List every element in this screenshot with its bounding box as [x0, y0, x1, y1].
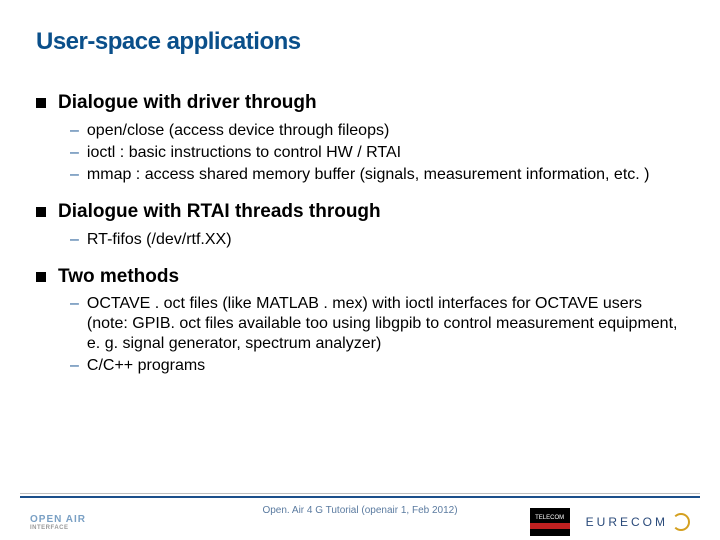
section: Dialogue with driver through–open/close …	[36, 92, 684, 185]
dash-bullet-icon: –	[70, 143, 79, 163]
list-item: –RT-fifos (/dev/rtf.XX)	[70, 230, 684, 250]
list-item-text: RT-fifos (/dev/rtf.XX)	[87, 230, 232, 250]
right-logos: TELECOM EURECOM	[530, 508, 690, 536]
square-bullet-icon	[36, 207, 46, 217]
eurecom-logo-swirl	[672, 513, 690, 531]
logo-bar: OPEN AIR INTERFACE TELECOM EURECOM	[30, 508, 690, 536]
list-item-text: ioctl : basic instructions to control HW…	[87, 143, 401, 163]
sub-list: –OCTAVE . oct files (like MATLAB . mex) …	[70, 294, 684, 376]
section-head: Dialogue with RTAI threads through	[36, 201, 684, 224]
section: Two methods –OCTAVE . oct files (like MAT…	[36, 266, 684, 377]
list-item: –mmap : access shared memory buffer (sig…	[70, 165, 684, 185]
square-bullet-icon	[36, 98, 46, 108]
list-item-text: C/C++ programs	[87, 356, 205, 376]
slide-container: User-space applications Dialogue with dr…	[0, 0, 720, 540]
eurecom-logo-text: EURECOM	[586, 515, 668, 529]
list-item: –ioctl : basic instructions to control H…	[70, 143, 684, 163]
telecom-logo-text: TELECOM	[535, 515, 564, 521]
section-head: Two methods	[36, 266, 684, 289]
section-heading: Dialogue with driver through	[58, 92, 317, 115]
dash-bullet-icon: –	[70, 121, 79, 141]
openair-logo: OPEN AIR INTERFACE	[30, 514, 86, 531]
sub-list: –RT-fifos (/dev/rtf.XX)	[70, 230, 684, 250]
list-item: –open/close (access device through fileo…	[70, 121, 684, 141]
eurecom-logo: EURECOM	[586, 513, 690, 531]
telecom-logo: TELECOM	[530, 508, 570, 536]
section: Dialogue with RTAI threads through –RT-fi…	[36, 201, 684, 250]
content-area: Dialogue with driver through–open/close …	[36, 92, 684, 376]
list-item-text: mmap : access shared memory buffer (sign…	[87, 165, 650, 185]
telecom-logo-bar	[530, 523, 570, 529]
section-heading: Two methods	[58, 266, 179, 289]
dash-bullet-icon: –	[70, 165, 79, 185]
sub-list: –open/close (access device through fileo…	[70, 121, 684, 185]
square-bullet-icon	[36, 272, 46, 282]
footer-rule-dark	[20, 496, 700, 498]
section-heading: Dialogue with RTAI threads through	[58, 201, 381, 224]
section-head: Dialogue with driver through	[36, 92, 684, 115]
footer-rule-light	[20, 493, 700, 494]
dash-bullet-icon: –	[70, 356, 79, 376]
openair-logo-sub: INTERFACE	[30, 525, 86, 531]
openair-logo-main: OPEN AIR	[30, 514, 86, 525]
list-item: –C/C++ programs	[70, 356, 684, 376]
dash-bullet-icon: –	[70, 230, 79, 250]
slide-title: User-space applications	[36, 28, 684, 56]
dash-bullet-icon: –	[70, 294, 79, 314]
list-item-text: OCTAVE . oct files (like MATLAB . mex) w…	[87, 294, 684, 354]
list-item: –OCTAVE . oct files (like MATLAB . mex) …	[70, 294, 684, 354]
list-item-text: open/close (access device through fileop…	[87, 121, 389, 141]
